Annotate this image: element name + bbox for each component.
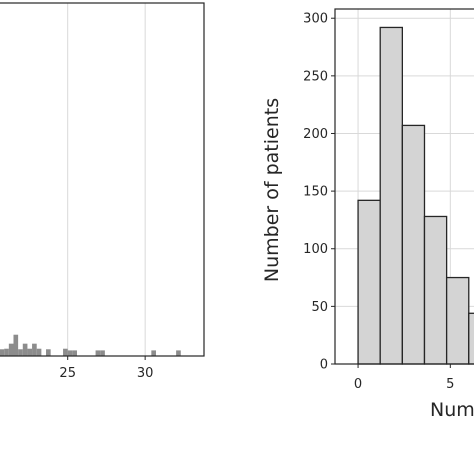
left-hist-bar [27,348,33,356]
right-x-tick-label: 0 [354,377,362,392]
left-hist-bar [46,349,51,356]
left-hist-bar [0,349,5,356]
left-hist-bar [36,348,42,356]
left-hist-bar [63,348,68,356]
left-hist-bar [8,343,14,356]
left-hist-bar [18,349,23,356]
right-y-tick-label: 50 [311,300,328,315]
right-hist-bar [379,26,403,365]
right-y-tick-label: 250 [303,69,328,84]
right-hist-bar [401,124,426,365]
right-y-tick-label: 100 [303,242,328,257]
left-hist-bar [22,343,28,356]
left-hist-bar [95,350,101,356]
right-hist-bar [357,199,381,365]
left-hist-bar [176,350,181,356]
left-hist-bar [67,350,73,356]
right-x-tick-label: 5 [446,377,454,392]
right-plot-frame [334,8,474,365]
left-histogram: 25 30 [0,2,205,381]
left-hist-bar [151,350,156,356]
right-hist-bar [445,276,470,365]
right-x-axis-title: Num [430,399,474,421]
right-y-axis-title: Number of patients [261,98,283,282]
left-hist-bar [100,350,105,356]
right-y-tick-label: 0 [320,358,328,373]
right-hist-bar [423,215,448,365]
right-y-tick-label: 200 [303,127,328,142]
left-hist-bar [13,334,19,356]
left-x-tick-label: 25 [59,366,76,381]
right-y-tick-label: 150 [303,185,328,200]
left-plot-frame [0,2,205,357]
right-histogram: 0 50 100 150 200 250 300 0 5 Number of patients Nu… [261,8,474,421]
left-x-tick-label: 30 [137,366,154,381]
left-hist-bar [4,348,9,356]
right-y-tick-label: 300 [303,12,328,27]
right-hist-bar [468,312,474,365]
left-hist-bar [32,343,37,356]
left-hist-bar [72,350,77,356]
